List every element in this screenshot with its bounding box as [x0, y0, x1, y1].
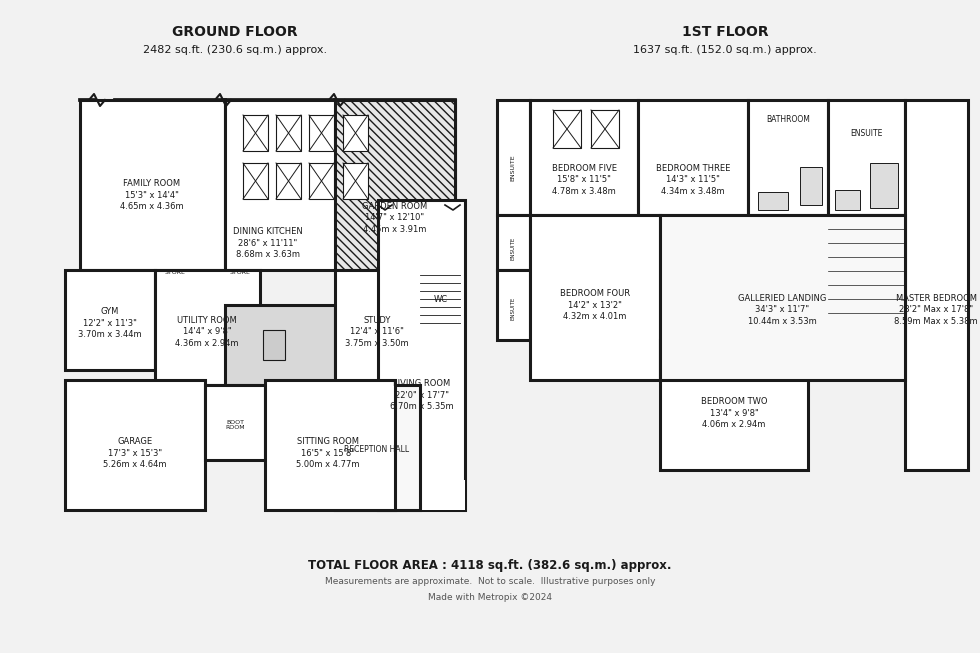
Bar	[243, 115, 268, 151]
Bar	[748, 100, 828, 215]
Bar	[870, 163, 898, 208]
Bar	[335, 270, 420, 385]
Bar	[497, 270, 530, 340]
Text: BEDROOM FOUR
14'2" x 13'2"
4.32m x 4.01m: BEDROOM FOUR 14'2" x 13'2" 4.32m x 4.01m	[560, 289, 630, 321]
Text: 1ST FLOOR: 1ST FLOOR	[682, 25, 768, 39]
Text: MASTER BEDROOM
28'2" Max x 17'8"
8.59m Max x 5.38m: MASTER BEDROOM 28'2" Max x 17'8" 8.59m M…	[894, 295, 978, 326]
Bar	[276, 115, 301, 151]
Bar	[263, 330, 285, 360]
Bar	[420, 270, 462, 330]
Text: GARDEN ROOM
14'7" x 12'10"
4.45m x 3.91m: GARDEN ROOM 14'7" x 12'10" 4.45m x 3.91m	[363, 202, 427, 234]
Bar	[591, 110, 619, 148]
Text: RECEPTION HALL: RECEPTION HALL	[344, 445, 410, 454]
Bar	[530, 100, 638, 215]
Text: TOTAL FLOOR AREA : 4118 sq.ft. (382.6 sq.m.) approx.: TOTAL FLOOR AREA : 4118 sq.ft. (382.6 sq…	[309, 558, 671, 571]
Text: GYM
12'2" x 11'3"
3.70m x 3.44m: GYM 12'2" x 11'3" 3.70m x 3.44m	[78, 308, 142, 339]
Text: FAMILY ROOM
15'3" x 14'4"
4.65m x 4.36m: FAMILY ROOM 15'3" x 14'4" 4.65m x 4.36m	[121, 180, 184, 211]
Bar	[225, 305, 335, 385]
Bar	[276, 163, 301, 199]
Text: Made with Metropix ©2024: Made with Metropix ©2024	[428, 592, 552, 601]
Bar	[800, 167, 822, 205]
Text: UTILITY ROOM
14'4" x 9'8"
4.36m x 2.94m: UTILITY ROOM 14'4" x 9'8" 4.36m x 2.94m	[175, 317, 239, 347]
Text: ENSUITE: ENSUITE	[511, 296, 515, 319]
Text: STUDY
12'4" x 11'6"
3.75m x 3.50m: STUDY 12'4" x 11'6" 3.75m x 3.50m	[345, 317, 409, 347]
Text: BEDROOM FIVE
15'8" x 11'5"
4.78m x 3.48m: BEDROOM FIVE 15'8" x 11'5" 4.78m x 3.48m	[552, 165, 616, 196]
Bar	[530, 215, 660, 380]
Bar	[65, 380, 205, 510]
Bar	[80, 100, 225, 270]
Text: GROUND FLOOR: GROUND FLOOR	[172, 25, 298, 39]
Text: STORE: STORE	[229, 270, 251, 274]
Bar	[335, 100, 455, 270]
Bar	[828, 215, 905, 340]
Text: 1637 sq.ft. (152.0 sq.m.) approx.: 1637 sq.ft. (152.0 sq.m.) approx.	[633, 45, 817, 55]
Text: SITTING ROOM
16'5" x 15'8"
5.00m x 4.77m: SITTING ROOM 16'5" x 15'8" 5.00m x 4.77m	[296, 438, 360, 469]
Text: ENSUITE: ENSUITE	[511, 236, 515, 260]
Text: BEDROOM TWO
13'4" x 9'8"
4.06m x 2.94m: BEDROOM TWO 13'4" x 9'8" 4.06m x 2.94m	[701, 398, 767, 428]
Text: GALLERIED LANDING
34'3" x 11'7"
10.44m x 3.53m: GALLERIED LANDING 34'3" x 11'7" 10.44m x…	[738, 295, 826, 326]
Bar	[155, 270, 260, 385]
Bar	[660, 340, 808, 470]
Bar	[309, 115, 334, 151]
Bar	[828, 100, 905, 215]
Bar	[343, 163, 368, 199]
Bar	[758, 192, 788, 210]
Bar	[497, 100, 530, 215]
Text: STORE: STORE	[165, 270, 185, 274]
Bar	[205, 385, 265, 460]
Bar	[343, 115, 368, 151]
Bar	[309, 163, 334, 199]
Text: LIVING ROOM
22'0" x 17'7"
6.70m x 5.35m: LIVING ROOM 22'0" x 17'7" 6.70m x 5.35m	[390, 379, 454, 411]
Text: GARAGE
17'3" x 15'3"
5.26m x 4.64m: GARAGE 17'3" x 15'3" 5.26m x 4.64m	[103, 438, 167, 469]
Text: Measurements are approximate.  Not to scale.  Illustrative purposes only: Measurements are approximate. Not to sca…	[324, 577, 656, 586]
Bar	[265, 380, 395, 510]
Bar	[420, 480, 465, 510]
Bar	[638, 100, 748, 215]
Bar	[497, 215, 530, 270]
Bar	[553, 110, 581, 148]
Text: WC: WC	[434, 296, 448, 304]
Text: DINING KITCHEN
28'6" x 11'11"
8.68m x 3.63m: DINING KITCHEN 28'6" x 11'11" 8.68m x 3.…	[233, 227, 303, 259]
Text: BOOT
ROOM: BOOT ROOM	[225, 420, 245, 430]
Bar	[378, 200, 465, 510]
Text: ENSUITE: ENSUITE	[850, 129, 882, 138]
Text: ENSUITE: ENSUITE	[511, 155, 515, 182]
Bar	[243, 163, 268, 199]
Text: BATHROOM: BATHROOM	[766, 116, 809, 125]
Bar	[660, 215, 905, 380]
Text: BEDROOM THREE
14'3" x 11'5"
4.34m x 3.48m: BEDROOM THREE 14'3" x 11'5" 4.34m x 3.48…	[656, 165, 730, 196]
Bar	[335, 385, 420, 510]
Text: 2482 sq.ft. (230.6 sq.m.) approx.: 2482 sq.ft. (230.6 sq.m.) approx.	[143, 45, 327, 55]
Bar	[65, 270, 155, 370]
Bar	[905, 100, 968, 470]
Bar	[225, 100, 455, 270]
Bar	[835, 190, 860, 210]
